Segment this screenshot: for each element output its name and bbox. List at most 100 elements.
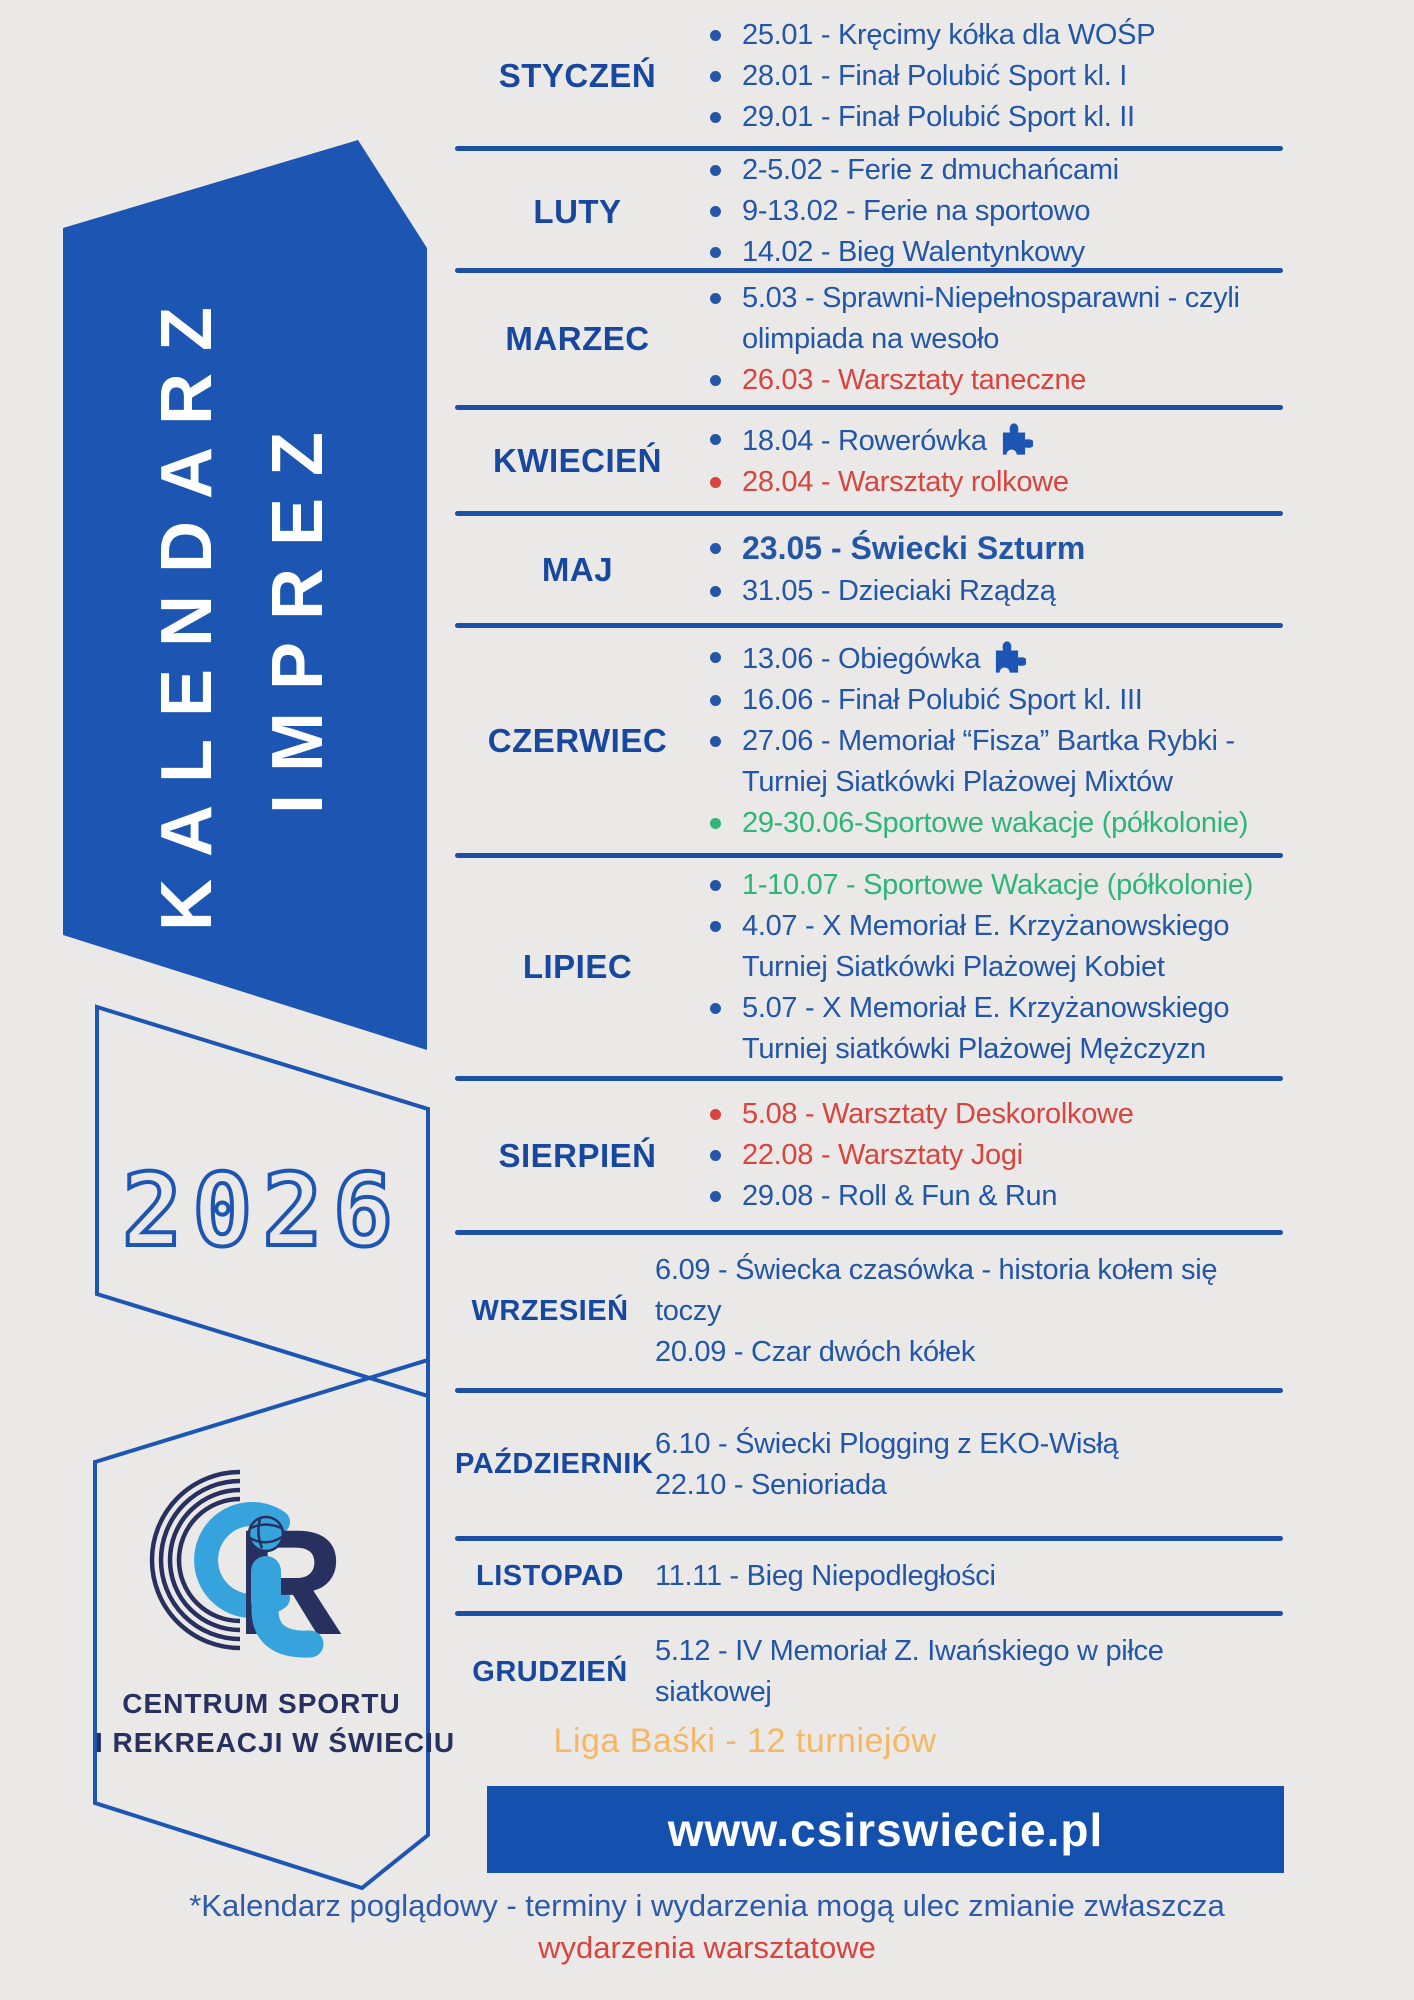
event-text: 16.06 - Finał Polubić Sport kl. III (742, 684, 1143, 716)
event-text: 29-30.06-Sportowe wakacje (półkolonie) (742, 807, 1249, 839)
event-item: 31.05 - Dzieciaki Rządzą (700, 571, 1285, 612)
event-item: 28.01 - Finał Polubić Sport kl. I (700, 56, 1285, 97)
month-section: PAŹDZIERNIK 6.10 - Świecki Plogging z EKO… (455, 1393, 1285, 1536)
bullet-dot (710, 818, 721, 829)
bullet-dot (710, 433, 721, 445)
month-section: MARZEC 5.03 - Sprawni-Niepełnosparawni - … (455, 273, 1285, 405)
bullet-dot (710, 1002, 721, 1014)
event-item: 22.10 - Senioriada (645, 1465, 1285, 1506)
section-divider (455, 1388, 1283, 1393)
csir-logo: R (149, 1469, 344, 1666)
section-divider (455, 1076, 1283, 1081)
month-section: GRUDZIEŃ 5.12 - IV Memoriał Z. Iwańskiego… (455, 1616, 1285, 1728)
section-divider (455, 405, 1283, 410)
year-label: 2026 (120, 1150, 403, 1271)
section-divider (455, 623, 1283, 628)
bullet-dot (710, 292, 721, 304)
event-text: 9-13.02 - Ferie na sportowo (742, 195, 1091, 227)
month-label: STYCZEŃ (498, 57, 657, 94)
event-item: 25.01 - Kręcimy kółka dla WOŚP (700, 15, 1285, 56)
banner-shape (63, 140, 427, 1050)
event-item: 6.10 - Świecki Plogging z EKO-Wisłą (645, 1424, 1285, 1465)
event-text: 29.08 - Roll & Fun & Run (742, 1180, 1058, 1212)
logo-caption-line1: CENTRUM SPORTU (122, 1688, 401, 1719)
bullet-dot (710, 585, 721, 597)
event-item: 29-30.06-Sportowe wakacje (półkolonie) (700, 803, 1285, 844)
event-text: 27.06 - Memoriał “Fisza” Bartka Rybki - … (742, 725, 1235, 798)
footnote-line1: *Kalendarz poglądowy - terminy i wydarze… (189, 1888, 1225, 1923)
event-text: 2-5.02 - Ferie z dmuchańcami (742, 154, 1119, 186)
event-text: 31.05 - Dzieciaki Rządzą (742, 574, 1056, 607)
logo-box-outline (93, 1357, 430, 1891)
section-divider (455, 853, 1283, 858)
event-text: 28.01 - Finał Polubić Sport kl. I (742, 59, 1128, 92)
event-text: 13.06 - Obiegówka (742, 643, 981, 675)
bullet-dot (710, 1150, 721, 1161)
event-text: 22.08 - Warsztaty Jogi (742, 1139, 1023, 1171)
section-divider (455, 1230, 1283, 1235)
bullet-dot (710, 247, 721, 258)
month-section: KWIECIEŃ 18.04 - Rowerówka 28.04 - Warszt… (455, 410, 1285, 511)
poster-title-word-kalendarz: KALENDARZ (147, 285, 227, 931)
bullet-dot (710, 70, 721, 82)
bullet-dot (710, 111, 721, 123)
bullet-dot (710, 476, 721, 488)
event-text: 23.05 - Świecki Szturm (742, 529, 1086, 566)
event-list: 11.11 - Bieg Niepodległości (645, 1556, 1285, 1597)
event-list: 2-5.02 - Ferie z dmuchańcami 9-13.02 - Fe… (700, 150, 1285, 273)
bullet-dot (710, 206, 721, 217)
event-item: 9-13.02 - Ferie na sportowo (700, 191, 1285, 232)
event-text: 22.10 - Senioriada (655, 1468, 887, 1501)
section-divider (455, 1536, 1283, 1541)
month-section: LUTY 2-5.02 - Ferie z dmuchańcami 9-13.02 … (455, 151, 1285, 272)
event-item: 4.07 - X Memoriał E. Krzyżanowskiego Tur… (700, 906, 1285, 988)
section-divider (455, 146, 1283, 151)
event-list: 6.09 - Świecka czasówka - historia kołem… (645, 1250, 1285, 1373)
month-label: PAŹDZIERNIK (455, 1448, 654, 1480)
month-label: WRZESIEŃ (471, 1295, 629, 1327)
bullet-dot (710, 374, 721, 386)
event-item: 2-5.02 - Ferie z dmuchańcami (700, 150, 1285, 191)
event-text: 18.04 - Rowerówka (742, 424, 987, 457)
event-item: 26.03 - Warsztaty taneczne (700, 360, 1285, 401)
event-list: 18.04 - Rowerówka 28.04 - Warsztaty rolk… (700, 419, 1285, 503)
month-label: CZERWIEC (487, 721, 668, 759)
bullet-dot (710, 695, 721, 706)
bullet-dot (710, 736, 721, 747)
poster-title-word-imprez: IMPREZ (258, 409, 338, 815)
event-list: 6.10 - Świecki Plogging z EKO-Wisłą 22.10… (645, 1424, 1285, 1506)
event-list: 1-10.07 - Sportowe Wakacje (półkolonie) 4… (700, 865, 1285, 1070)
event-item: 5.07 - X Memoriał E. Krzyżanowskiego Tur… (700, 988, 1285, 1070)
event-item: 5.12 - IV Memoriał Z. Iwańskiego w piłce… (645, 1631, 1285, 1713)
event-list: 23.05 - Świecki Szturm 31.05 - Dzieciaki … (700, 528, 1285, 612)
month-section: WRZESIEŃ 6.09 - Świecka czasówka - histor… (455, 1235, 1285, 1388)
bullet-dot (710, 1191, 721, 1202)
event-item: 5.03 - Sprawni-Niepełnosparawni - czyli … (700, 278, 1285, 360)
event-text: 4.07 - X Memoriał E. Krzyżanowskiego Tur… (742, 909, 1230, 983)
svg-text:R: R (236, 1498, 344, 1666)
month-label: LUTY (533, 192, 622, 230)
bullet-dot (710, 165, 721, 176)
event-item: 11.11 - Bieg Niepodległości (645, 1556, 1285, 1597)
event-text: 26.03 - Warsztaty taneczne (742, 363, 1087, 396)
event-list: 25.01 - Kręcimy kółka dla WOŚP 28.01 - Fi… (700, 15, 1285, 138)
month-label: MARZEC (505, 320, 650, 357)
event-text: 5.12 - IV Memoriał Z. Iwańskiego w piłce… (655, 1635, 1164, 1708)
event-text: 5.03 - Sprawni-Niepełnosparawni - czyli … (742, 281, 1240, 355)
event-item: 16.06 - Finał Polubić Sport kl. III (700, 680, 1285, 721)
month-section: LISTOPAD 11.11 - Bieg Niepodległości (455, 1541, 1285, 1611)
puzzle-icon (1002, 422, 1033, 457)
event-item: 1-10.07 - Sportowe Wakacje (półkolonie) (700, 865, 1285, 906)
bullet-dot (710, 542, 721, 554)
event-text: 6.10 - Świecki Plogging z EKO-Wisłą (655, 1427, 1119, 1460)
logo-caption-line2: I REKREACJI W ŚWIECIU (95, 1727, 456, 1758)
event-list: 5.12 - IV Memoriał Z. Iwańskiego w piłce… (645, 1631, 1285, 1713)
event-item: 6.09 - Świecka czasówka - historia kołem… (645, 1250, 1285, 1332)
event-item: 20.09 - Czar dwóch kółek (645, 1332, 1285, 1373)
month-label: GRUDZIEŃ (472, 1655, 628, 1688)
bullet-dot (710, 879, 721, 891)
section-divider (455, 1611, 1283, 1616)
website-link[interactable]: www.csirswiecie.pl (667, 1803, 1104, 1856)
event-text: 20.09 - Czar dwóch kółek (655, 1336, 976, 1368)
